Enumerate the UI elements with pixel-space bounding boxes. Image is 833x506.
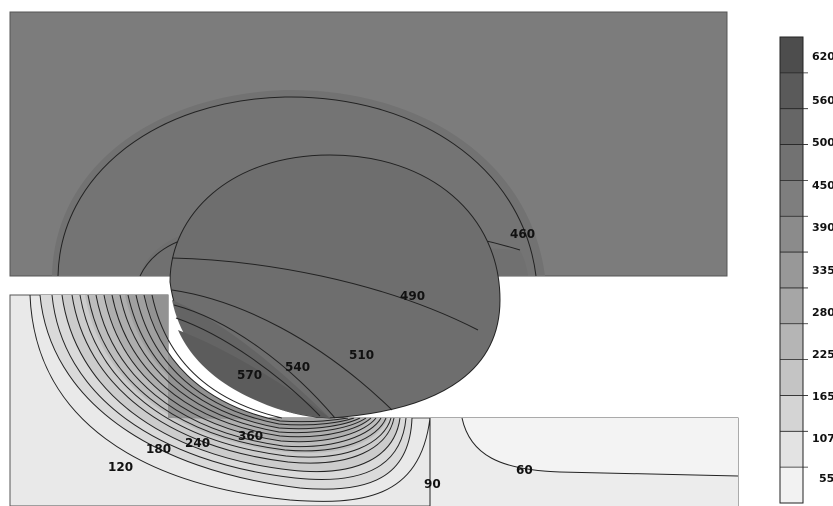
contour-label-240: 240 xyxy=(185,436,210,450)
contour-label-180: 180 xyxy=(146,442,171,456)
contour-labels: 460 490 510 540 570 360 240 180 120 90 6… xyxy=(108,227,535,491)
lower-contour-lines xyxy=(29,294,739,506)
legend-ticks xyxy=(780,72,808,468)
color-legend: 620 560 500 450 390 335 280 225 165 107 … xyxy=(779,36,833,504)
legend-swatch xyxy=(780,252,803,289)
legend-swatch xyxy=(780,287,803,325)
contour-label-460: 460 xyxy=(510,227,535,241)
legend-label-165: 165 xyxy=(812,390,833,403)
legend-label-335: 335 xyxy=(812,264,833,277)
legend-label-500: 500 xyxy=(812,136,833,149)
legend-swatch xyxy=(780,72,803,110)
circle-contour-lines xyxy=(171,257,479,419)
contour-label-90: 90 xyxy=(424,477,441,491)
legend-label-390: 390 xyxy=(812,221,833,234)
legend-swatch xyxy=(780,395,803,432)
legend-swatch xyxy=(780,323,803,361)
legend-swatch xyxy=(780,180,803,217)
legend-label-280: 280 xyxy=(812,306,833,319)
legend-label-225: 225 xyxy=(812,348,833,361)
legend-swatches xyxy=(780,37,803,504)
lower-body xyxy=(9,294,739,506)
contour-line-upper-outer xyxy=(57,96,537,277)
legend-labels: 620 560 500 450 390 335 280 225 165 107 … xyxy=(812,50,833,485)
legend-swatch xyxy=(780,359,803,396)
contact-circle xyxy=(169,154,501,419)
legend-swatch xyxy=(780,467,803,504)
contour-label-120: 120 xyxy=(108,460,133,474)
legend-swatch xyxy=(780,144,803,181)
contour-label-540: 540 xyxy=(285,360,310,374)
legend-swatch xyxy=(780,216,803,253)
contour-label-510: 510 xyxy=(349,348,374,362)
legend-swatch xyxy=(780,37,803,74)
legend-label-560: 560 xyxy=(812,94,833,107)
legend-label-55: 55 xyxy=(819,472,833,485)
contour-label-570: 570 xyxy=(237,368,262,382)
legend-label-107: 107 xyxy=(812,432,833,445)
legend-label-620: 620 xyxy=(812,50,833,63)
legend-frame xyxy=(779,36,804,504)
contour-label-60: 60 xyxy=(516,463,533,477)
legend-swatch xyxy=(780,431,803,468)
contour-label-490: 490 xyxy=(400,289,425,303)
legend-label-450: 450 xyxy=(812,179,833,192)
contour-label-360: 360 xyxy=(238,429,263,443)
legend-swatch xyxy=(780,108,803,146)
